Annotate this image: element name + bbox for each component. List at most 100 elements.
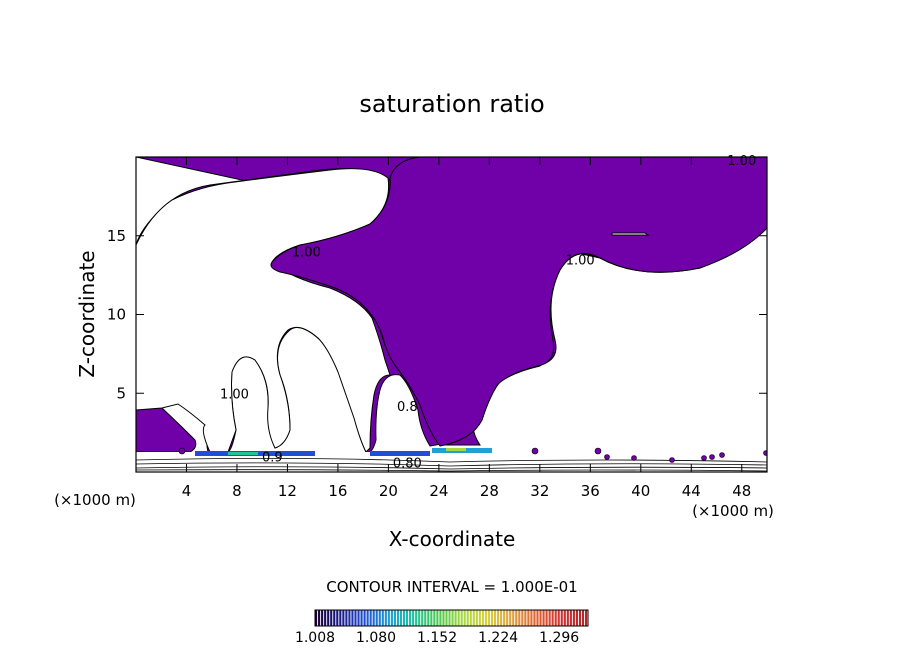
contour-label: 0.8	[397, 400, 418, 415]
colorbar-swatch	[333, 610, 336, 626]
contour-label: 1.00	[220, 387, 249, 402]
colorbar-swatch	[409, 610, 412, 626]
y-tick-label: 15	[107, 227, 126, 245]
colorbar-swatch	[339, 610, 342, 626]
colorbar	[314, 609, 589, 627]
surface-specks	[178, 447, 767, 463]
upper-canopy-fill	[270, 157, 767, 447]
colorbar-tick-label: 1.224	[478, 630, 518, 646]
colorbar-swatch	[439, 610, 442, 626]
colorbar-swatch	[548, 610, 551, 626]
colorbar-swatch	[497, 610, 500, 626]
colorbar-swatch	[551, 610, 554, 626]
colorbar-swatch	[518, 610, 521, 626]
colorbar-swatch	[387, 610, 390, 626]
colorbar-swatch	[430, 610, 433, 626]
colorbar-swatch	[399, 610, 403, 626]
colorbar-swatch	[451, 610, 454, 626]
colorbar-swatch	[318, 610, 321, 626]
colorbar-swatch	[457, 610, 460, 626]
colorbar-swatch	[390, 610, 393, 626]
colorbar-labels: 1.008 1.080 1.152 1.224 1.296	[295, 630, 579, 646]
colorbar-swatch	[436, 610, 439, 626]
colorbar-tick-label: 1.296	[539, 630, 579, 646]
contour-label: 1.00	[566, 253, 595, 268]
contour-label: 1.00	[292, 246, 321, 261]
x-unit-left: (×1000 m)	[54, 491, 136, 509]
colorbar-swatch	[557, 610, 560, 626]
colorbar-swatch	[466, 610, 469, 626]
colorbar-swatch	[421, 610, 424, 626]
colorbar-swatch	[575, 610, 578, 626]
colorbar-swatch	[378, 610, 381, 626]
x-tick-label: 4	[182, 482, 192, 500]
x-tick-label: 32	[530, 482, 549, 500]
x-tick-label: 20	[379, 482, 398, 500]
colorbar-swatch	[545, 610, 548, 626]
chart-title: saturation ratio	[359, 90, 544, 118]
colorbar-swatch	[578, 610, 582, 626]
colorbar-swatch	[490, 610, 494, 626]
colorbar-swatch	[396, 610, 400, 626]
colorbar-swatch	[503, 610, 506, 626]
colorbar-tick-label: 1.080	[356, 630, 396, 646]
x-tick-label: 24	[429, 482, 448, 500]
colorbar-swatch	[554, 610, 557, 626]
colorbar-swatch	[327, 610, 330, 626]
colorbar-swatch	[539, 610, 542, 626]
colorbar-swatch	[330, 610, 333, 626]
x-tick-label: 40	[631, 482, 650, 500]
colorbar-swatch	[533, 610, 536, 626]
colorbar-swatch	[372, 610, 375, 626]
colorbar-swatch	[472, 610, 475, 626]
colorbar-swatch	[484, 610, 487, 626]
y-axis-label: Z-coordinate	[75, 250, 99, 377]
contour-interval-note: CONTOUR INTERVAL = 1.000E-01	[326, 578, 577, 596]
cloud-band-c2	[446, 448, 466, 451]
x-tick-label: 12	[278, 482, 297, 500]
x-tick-label: 8	[232, 482, 242, 500]
colorbar-swatch	[448, 610, 451, 626]
colorbar-swatch	[475, 610, 478, 626]
colorbar-swatch	[530, 610, 533, 626]
colorbar-swatch	[433, 610, 436, 626]
colorbar-swatch	[515, 610, 518, 626]
colorbar-swatch	[569, 610, 572, 626]
colorbar-swatch	[563, 610, 566, 626]
colorbar-swatch	[381, 610, 384, 626]
contour-label: 0.9	[262, 450, 283, 465]
colorbar-swatch	[469, 610, 472, 626]
colorbar-swatch	[384, 610, 387, 626]
y-tick-label: 10	[107, 306, 126, 324]
colorbar-swatch	[402, 610, 406, 626]
colorbar-tick-label: 1.008	[295, 630, 335, 646]
subsaturated-region	[136, 157, 391, 453]
colorbar-swatch	[366, 610, 369, 626]
colorbar-swatch	[560, 610, 563, 626]
colorbar-swatch	[521, 610, 524, 626]
colorbar-swatch	[324, 610, 327, 626]
colorbar-swatch	[524, 610, 527, 626]
colorbar-swatch	[542, 610, 545, 626]
colorbar-swatch	[460, 610, 463, 626]
colorbar-swatch	[348, 610, 351, 626]
x-tick-label: 36	[581, 482, 600, 500]
contour-label: 1.00	[727, 154, 756, 169]
colorbar-frame	[314, 609, 589, 627]
colorbar-swatch	[445, 610, 448, 626]
colorbar-swatch	[351, 610, 354, 626]
colorbar-swatch	[478, 610, 481, 626]
colorbar-swatch	[354, 610, 357, 626]
colorbar-swatch	[487, 610, 491, 626]
colorbar-swatch	[481, 610, 484, 626]
colorbar-swatch	[536, 610, 539, 626]
colorbar-swatch	[375, 610, 378, 626]
y-tick-label: 5	[116, 384, 126, 402]
colorbar-swatch	[442, 610, 445, 626]
colorbar-swatch	[512, 610, 515, 626]
colorbar-swatch	[527, 610, 530, 626]
surface-contours	[136, 458, 767, 472]
x-tick-label: 28	[480, 482, 499, 500]
colorbar-swatch	[424, 610, 427, 626]
